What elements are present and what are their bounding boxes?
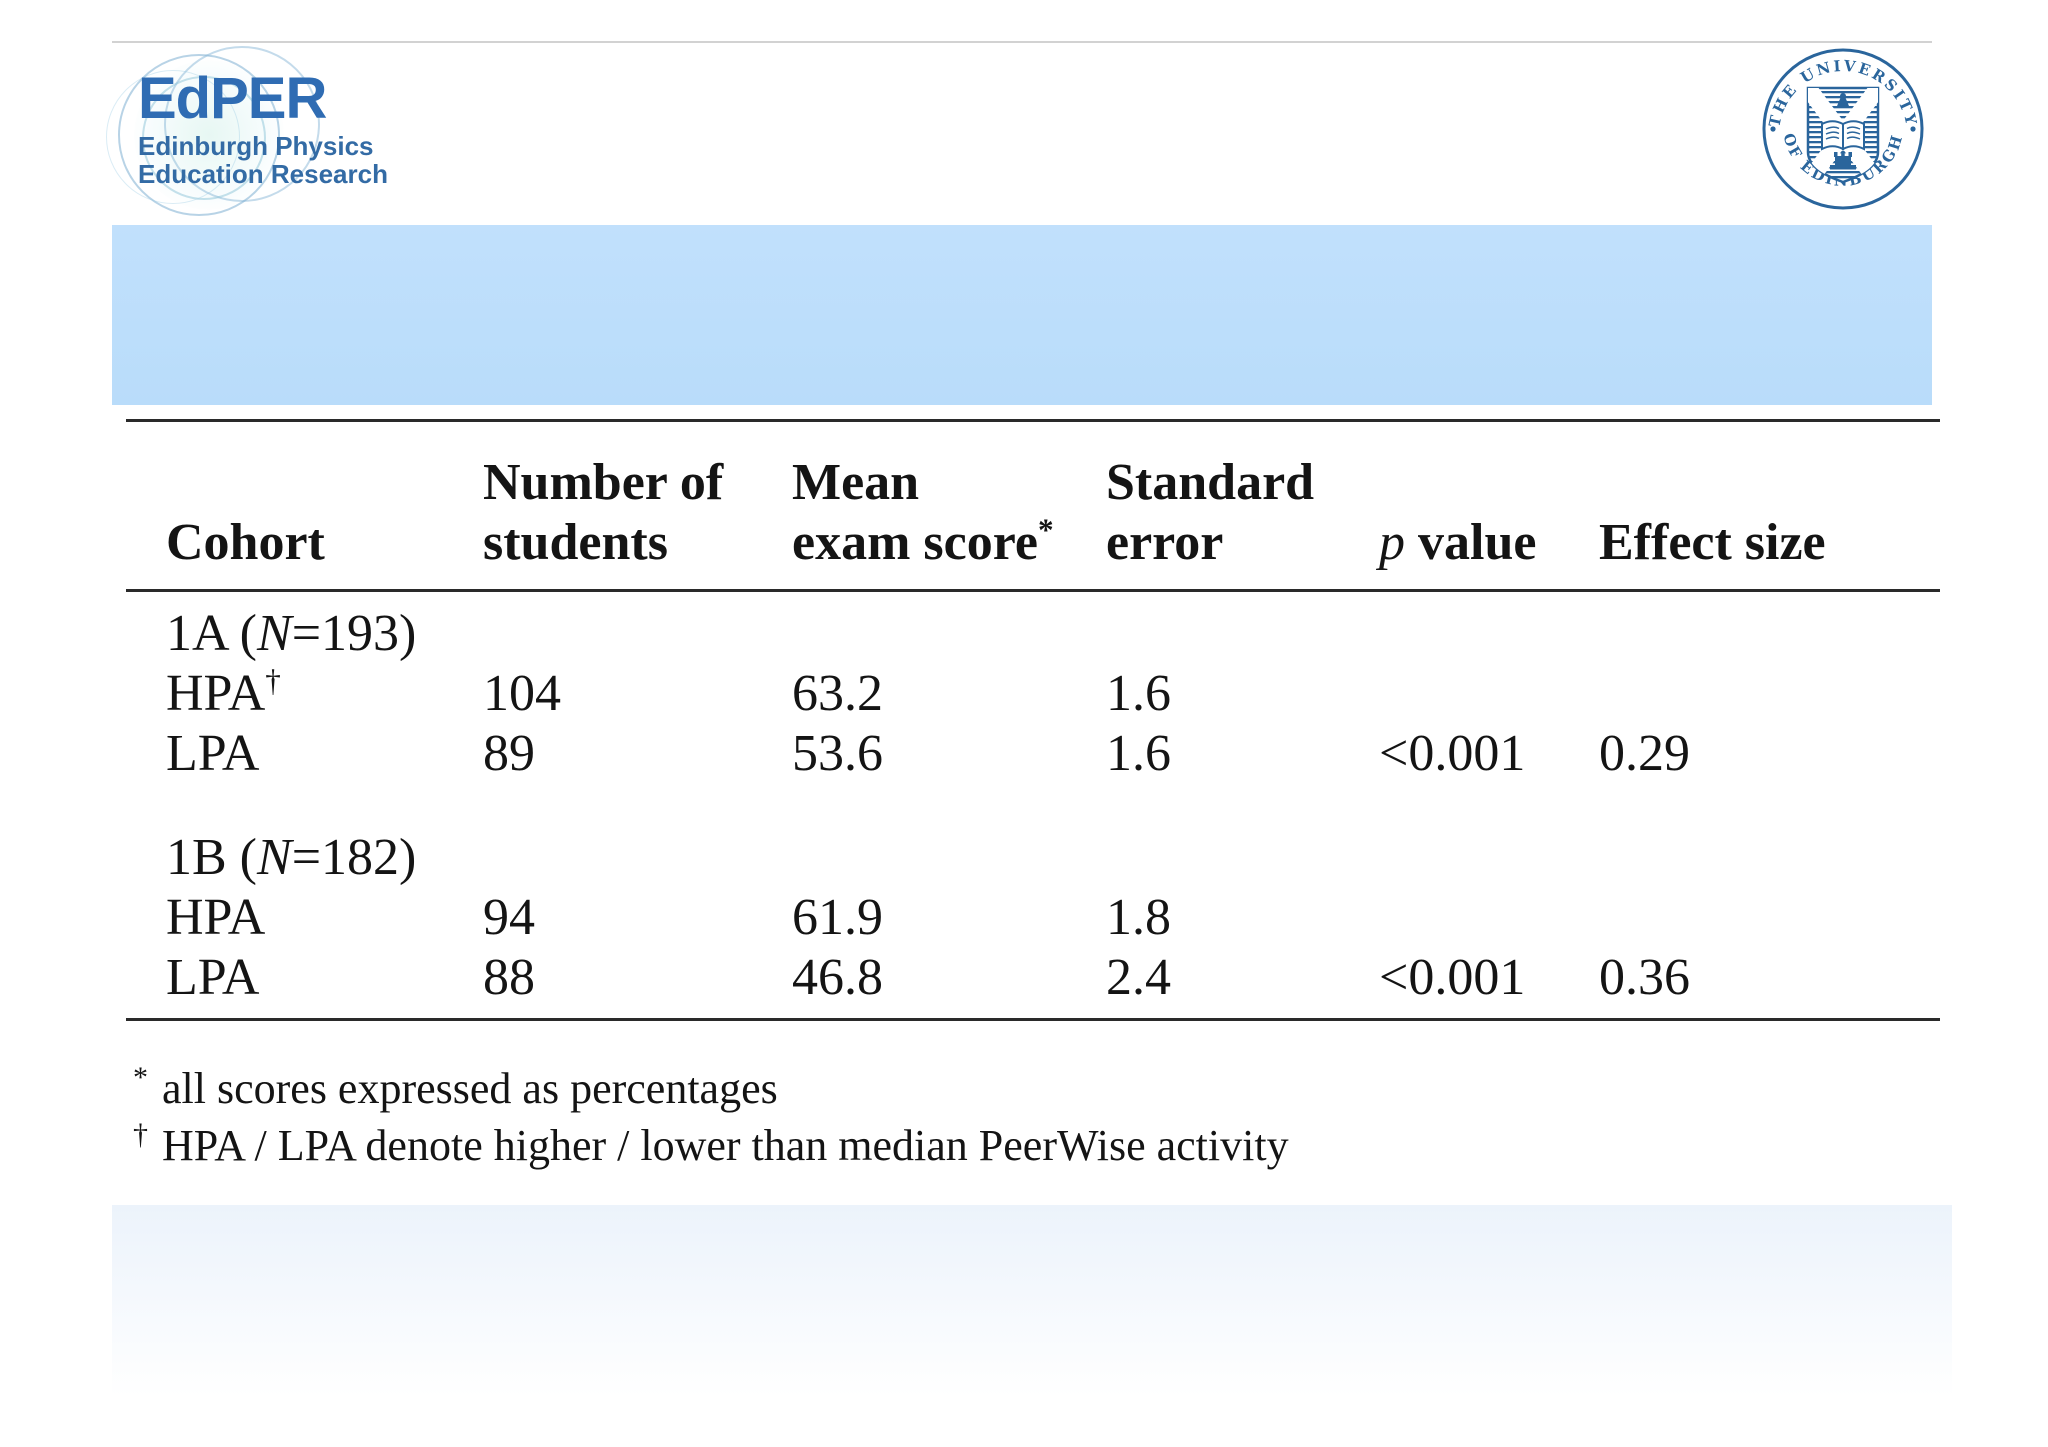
edper-logo: EdPER Edinburgh Physics Education Resear…	[104, 46, 404, 221]
cell-standard-error: 2.4	[1106, 949, 1171, 1006]
university-of-edinburgh-crest-icon: THE UNIVERSITY OF EDINBURGH	[1760, 46, 1926, 212]
edper-logo-circle	[106, 70, 240, 204]
crest-shield	[1806, 86, 1880, 184]
footer-gradient-band	[112, 1205, 1952, 1397]
cell-mean-score: 53.6	[792, 725, 883, 782]
cell-mean-score: 61.9	[792, 889, 883, 946]
spacer-row	[126, 784, 1940, 828]
cell-cohort: LPA	[166, 949, 260, 1006]
crest-outer-ring	[1762, 48, 1924, 210]
group-row-1a: 1A (N=193)	[126, 591, 1940, 665]
cell-effect-size	[1599, 888, 1940, 948]
footnote-scores: * all scores expressed as percentages	[133, 1061, 778, 1113]
group-row-1b: 1B (N=182)	[126, 828, 1940, 888]
cell-effect-size: 0.29	[1599, 725, 1690, 782]
crest-thistle-ornament	[1837, 92, 1849, 106]
group-label-1b: 1B (N=182)	[166, 829, 417, 886]
cell-cohort: HPA	[166, 889, 266, 946]
asterisk-marker: *	[1037, 512, 1054, 548]
header-effect-size: Effect size	[1599, 420, 1940, 592]
cell-mean-score: 63.2	[792, 665, 883, 722]
cell-students: 104	[483, 665, 561, 722]
crest-ring-dot	[1770, 126, 1776, 132]
cell-students: 88	[483, 949, 535, 1006]
crest-castle-ornament	[1830, 152, 1856, 170]
cell-p-value: <0.001	[1379, 725, 1526, 782]
cell-standard-error: 1.6	[1106, 665, 1171, 722]
cell-students: 94	[483, 889, 535, 946]
asterisk-marker: *	[133, 1061, 148, 1095]
results-table: Cohort Number of students Mean exam score*…	[126, 419, 1940, 1021]
edper-subtitle: Edinburgh Physics Education Research	[138, 132, 388, 188]
table-row: HPA 94 61.9 1.8	[126, 888, 1940, 948]
table-row: HPA† 104 63.2 1.6	[126, 664, 1940, 724]
cell-cohort: LPA	[166, 725, 260, 782]
header-p-value: p value	[1379, 420, 1599, 592]
header-standard-error: Standard error	[1106, 420, 1379, 592]
cell-cohort: HPA†	[166, 663, 281, 722]
crest-ring-dot	[1910, 126, 1916, 132]
header-number-of-students: Number of students	[483, 420, 792, 592]
cell-p-value: <0.001	[1379, 949, 1526, 1006]
header-cohort: Cohort	[126, 420, 483, 592]
cell-mean-score: 46.8	[792, 949, 883, 1006]
crest-svg: THE UNIVERSITY OF EDINBURGH	[1762, 48, 1924, 210]
group-label-1a: 1A (N=193)	[166, 605, 417, 662]
edper-subtitle-line1: Edinburgh Physics	[138, 131, 374, 161]
footnotes: * all scores expressed as percentages † HP…	[112, 1060, 1289, 1174]
cell-students: 89	[483, 725, 535, 782]
title-banner	[112, 225, 1932, 405]
dagger-marker: †	[133, 1118, 148, 1152]
top-divider-line	[112, 41, 1932, 43]
edper-logo-text: EdPER Edinburgh Physics Education Resear…	[138, 66, 388, 189]
edper-acronym: EdPER	[138, 66, 327, 131]
cell-standard-error: 1.6	[1106, 725, 1171, 782]
cell-p-value	[1379, 888, 1599, 948]
table-row: LPA 89 53.6 1.6 <0.001 0.29	[126, 724, 1940, 784]
cell-p-value	[1379, 664, 1599, 724]
table-row: LPA 88 46.8 2.4 <0.001 0.36	[126, 948, 1940, 1020]
table-body: 1A (N=193) HPA† 104 63.2 1.6 LPA 89 53.6…	[126, 591, 1940, 1020]
footnote-hpa-lpa: † HPA / LPA denote higher / lower than me…	[133, 1118, 1289, 1170]
table-header-row: Cohort Number of students Mean exam score*…	[126, 420, 1940, 592]
edper-subtitle-line2: Education Research	[138, 159, 388, 189]
cell-effect-size	[1599, 664, 1940, 724]
cell-standard-error: 1.8	[1106, 889, 1171, 946]
table-header: Cohort Number of students Mean exam score*…	[126, 420, 1940, 592]
cell-effect-size: 0.36	[1599, 949, 1690, 1006]
crest-open-book	[1821, 120, 1865, 151]
dagger-marker: †	[265, 663, 281, 699]
header-mean-exam-score: Mean exam score*	[792, 420, 1106, 592]
